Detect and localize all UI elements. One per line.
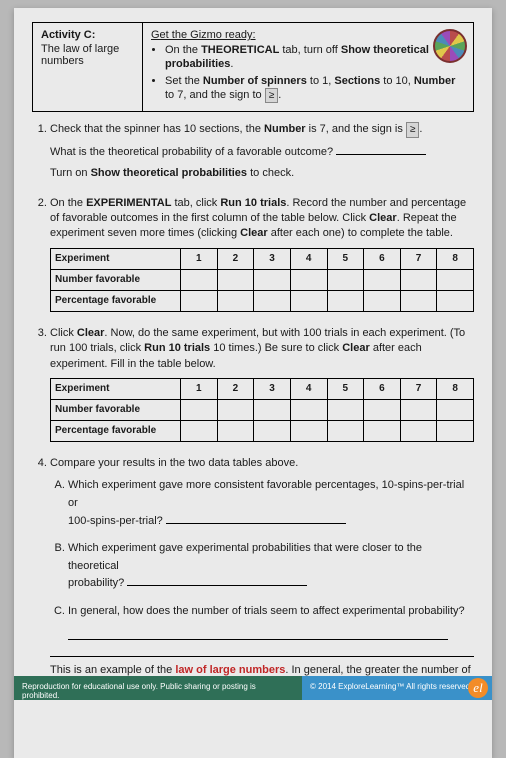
- row-number-favorable: Number favorable: [51, 269, 181, 290]
- col-8: 8: [437, 248, 474, 269]
- blank-line[interactable]: [336, 144, 426, 155]
- q1-text: Check that the spinner has 10 sections, …: [50, 123, 422, 135]
- activity-label: Activity C:: [41, 29, 134, 41]
- cell[interactable]: [254, 290, 291, 311]
- blank-line[interactable]: [166, 513, 346, 524]
- col-2: 2: [217, 379, 254, 400]
- question-list: Check that the spinner has 10 sections, …: [32, 122, 474, 694]
- cell[interactable]: [364, 421, 401, 442]
- cell[interactable]: [400, 269, 437, 290]
- cell[interactable]: [327, 400, 364, 421]
- gizmo-ready-list: On the THEORETICAL tab, turn off Show th…: [151, 43, 465, 103]
- cell[interactable]: [437, 400, 474, 421]
- q3-text: Click Clear. Now, do the same experiment…: [50, 327, 465, 370]
- cell[interactable]: [254, 269, 291, 290]
- blank-line[interactable]: [68, 629, 448, 640]
- cell[interactable]: [437, 421, 474, 442]
- question-3: Click Clear. Now, do the same experiment…: [50, 326, 474, 442]
- cell[interactable]: [290, 269, 327, 290]
- col-8: 8: [437, 379, 474, 400]
- activity-header: Activity C: The law of large numbers Get…: [32, 22, 474, 112]
- q4-b: Which experiment gave experimental proba…: [68, 540, 474, 593]
- cell[interactable]: [290, 290, 327, 311]
- cell[interactable]: [327, 290, 364, 311]
- sign-box-icon: ≥: [265, 88, 279, 103]
- cell[interactable]: [400, 421, 437, 442]
- col-1: 1: [181, 248, 218, 269]
- row-percentage-favorable: Percentage favorable: [51, 290, 181, 311]
- col-4: 4: [290, 248, 327, 269]
- cell[interactable]: [327, 269, 364, 290]
- q4-intro: Compare your results in the two data tab…: [50, 457, 298, 469]
- q1-sub1: What is the theoretical probability of a…: [50, 144, 474, 160]
- cell[interactable]: [217, 290, 254, 311]
- gizmo-ready-cell: Get the Gizmo ready: On the THEORETICAL …: [143, 23, 473, 111]
- cell[interactable]: [217, 400, 254, 421]
- col-5: 5: [327, 248, 364, 269]
- cell[interactable]: [217, 421, 254, 442]
- cell[interactable]: [181, 421, 218, 442]
- question-1: Check that the spinner has 10 sections, …: [50, 122, 474, 182]
- activity-subtitle: The law of large numbers: [41, 43, 134, 67]
- col-7: 7: [400, 248, 437, 269]
- q1-sub2: Turn on Show theoretical probabilities t…: [50, 166, 474, 181]
- col-3: 3: [254, 248, 291, 269]
- col-5: 5: [327, 379, 364, 400]
- col-4: 4: [290, 379, 327, 400]
- col-6: 6: [364, 379, 401, 400]
- cell[interactable]: [181, 400, 218, 421]
- cell[interactable]: [364, 269, 401, 290]
- question-2: On the EXPERIMENTAL tab, click Run 10 tr…: [50, 196, 474, 312]
- row-percentage-favorable: Percentage favorable: [51, 421, 181, 442]
- cell[interactable]: [400, 400, 437, 421]
- q4-sublist: Which experiment gave more consistent fa…: [50, 477, 474, 646]
- col-1: 1: [181, 379, 218, 400]
- table-100-trials: Experiment 1 2 3 4 5 6 7 8 Number favora…: [50, 378, 474, 442]
- blank-line[interactable]: [127, 575, 307, 586]
- spinner-icon: [433, 29, 467, 63]
- cell[interactable]: [290, 400, 327, 421]
- q4-c: In general, how does the number of trial…: [68, 603, 474, 646]
- cell[interactable]: [437, 290, 474, 311]
- footer-left: Reproduction for educational use only. P…: [14, 676, 302, 700]
- cell[interactable]: [364, 400, 401, 421]
- q4-a: Which experiment gave more consistent fa…: [68, 477, 474, 530]
- cell[interactable]: [290, 421, 327, 442]
- cell[interactable]: [254, 421, 291, 442]
- gizmo-ready-title: Get the Gizmo ready:: [151, 29, 465, 41]
- gizmo-bullet-2: Set the Number of spinners to 1, Section…: [165, 74, 465, 103]
- cell[interactable]: [181, 269, 218, 290]
- table-header-experiment: Experiment: [51, 379, 181, 400]
- gizmo-bullet-1: On the THEORETICAL tab, turn off Show th…: [165, 43, 465, 72]
- footer-right: © 2014 ExploreLearning™ All rights reser…: [302, 676, 492, 700]
- q2-text: On the EXPERIMENTAL tab, click Run 10 tr…: [50, 197, 466, 240]
- question-4: Compare your results in the two data tab…: [50, 456, 474, 694]
- col-2: 2: [217, 248, 254, 269]
- col-3: 3: [254, 379, 291, 400]
- col-6: 6: [364, 248, 401, 269]
- cell[interactable]: [364, 290, 401, 311]
- footer-logo-icon: el: [468, 678, 488, 698]
- table-header-experiment: Experiment: [51, 248, 181, 269]
- table-10-trials: Experiment 1 2 3 4 5 6 7 8 Number favora…: [50, 248, 474, 312]
- cell[interactable]: [254, 400, 291, 421]
- footer: Reproduction for educational use only. P…: [14, 676, 492, 700]
- footer-copyright: © 2014 ExploreLearning™ All rights reser…: [310, 682, 470, 691]
- cell[interactable]: [437, 269, 474, 290]
- col-7: 7: [400, 379, 437, 400]
- activity-title-cell: Activity C: The law of large numbers: [33, 23, 143, 111]
- cell[interactable]: [400, 290, 437, 311]
- cell[interactable]: [327, 421, 364, 442]
- cell[interactable]: [181, 290, 218, 311]
- cell[interactable]: [217, 269, 254, 290]
- row-number-favorable: Number favorable: [51, 400, 181, 421]
